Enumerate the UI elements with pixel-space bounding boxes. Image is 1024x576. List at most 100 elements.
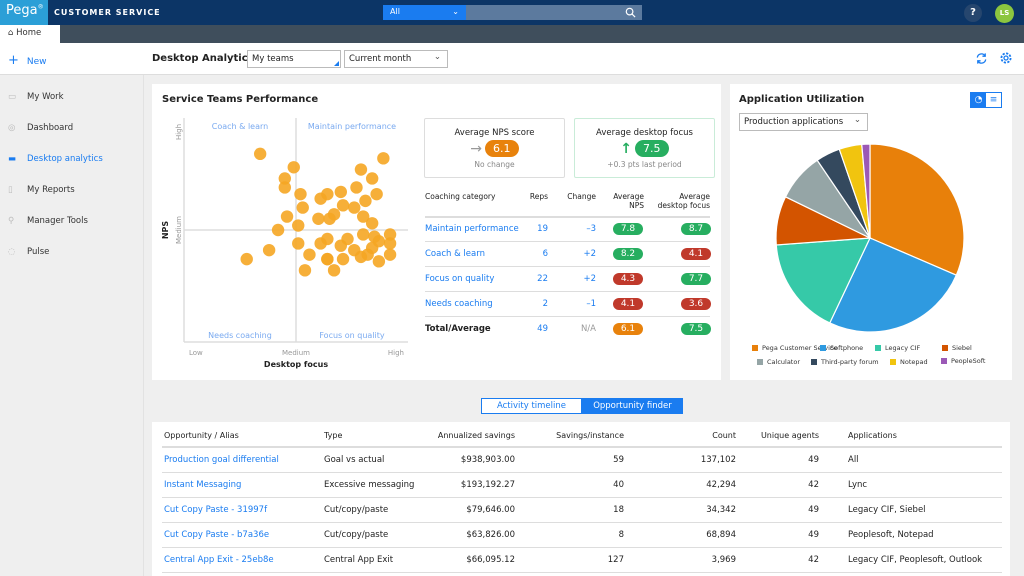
coaching-category-link[interactable]: Maintain performance: [425, 224, 519, 234]
pie-slice-peoplesoft[interactable]: [861, 143, 871, 239]
column-header: Applications: [848, 431, 897, 440]
avatar[interactable]: LS: [995, 4, 1014, 23]
corner-indicator-icon: [334, 61, 339, 66]
search-scope-value: All: [390, 7, 400, 16]
kpi-average-desktop-focus: Average desktop focus ↑ 7.5 +0.3 pts las…: [574, 118, 715, 178]
app-name: CUSTOMER SERVICE: [54, 8, 161, 17]
help-button[interactable]: ?: [964, 4, 982, 22]
search-scope-select[interactable]: All ⌄: [383, 5, 466, 20]
opportunity-link[interactable]: Production goal differential: [164, 455, 279, 465]
list-view-icon[interactable]: ≡: [989, 95, 998, 105]
plus-icon: +: [8, 53, 19, 68]
table-cell: 8: [618, 530, 624, 540]
home-icon: ⌂: [8, 28, 17, 38]
pie-chart: [775, 143, 965, 333]
settings-gear-icon[interactable]: [999, 51, 1013, 65]
focus-badge: 3.6: [681, 298, 711, 310]
tab-home-label: Home: [16, 28, 42, 38]
table-cell: 42,294: [706, 480, 736, 490]
data-point: [354, 163, 368, 176]
sidebar-item-label: Manager Tools: [27, 216, 88, 226]
opportunity-link[interactable]: Central App Exit - 25eb8e: [164, 555, 274, 565]
kpi-note: No change: [474, 160, 515, 169]
row-divider: [162, 472, 1002, 473]
data-point: [321, 232, 334, 246]
sidebar-item-manager-tools[interactable]: ⚲ Manager Tools: [8, 216, 88, 226]
data-point: [240, 252, 253, 266]
column-header: Change: [567, 192, 596, 201]
data-point: [271, 223, 285, 237]
coaching-category-total: Total/Average: [425, 324, 491, 334]
period-filter-select[interactable]: Current month ⌄: [344, 50, 448, 68]
briefcase-icon: ▭: [8, 92, 17, 102]
table-cell: 49: [808, 455, 819, 465]
refresh-icon[interactable]: [975, 52, 988, 65]
search-input[interactable]: [466, 5, 642, 20]
search-icon[interactable]: [625, 7, 636, 18]
column-header: Count: [712, 431, 736, 440]
focus-badge: 4.1: [681, 248, 711, 260]
row-divider: [162, 522, 1002, 523]
legend-swatch: [757, 359, 763, 365]
new-button[interactable]: + New: [0, 43, 144, 75]
tab-opportunity-finder[interactable]: Opportunity finder: [582, 398, 683, 414]
table-cell: 42: [808, 555, 819, 565]
row-divider: [425, 316, 710, 317]
data-point: [278, 172, 291, 185]
change-value: N/A: [580, 324, 596, 334]
sidebar-item-dashboard[interactable]: ◎ Dashboard: [8, 123, 73, 133]
column-header: Coaching category: [425, 192, 496, 201]
sidebar-item-my-work[interactable]: ▭ My Work: [8, 92, 64, 102]
data-point: [341, 232, 354, 246]
sidebar-item-label: Desktop analytics: [27, 154, 103, 164]
coaching-category-link[interactable]: Focus on quality: [425, 274, 495, 284]
sidebar-item-my-reports[interactable]: ▯ My Reports: [8, 185, 75, 195]
change-value: –1: [586, 299, 596, 309]
table-cell: Legacy CIF, Siebel: [848, 505, 926, 515]
table-cell: 137,102: [700, 455, 736, 465]
reps-count: 2: [542, 299, 548, 309]
divider: [162, 446, 1002, 448]
pie-slice-softphone[interactable]: [828, 237, 958, 333]
arrow-up-icon: ↑: [620, 141, 632, 157]
pega-logo[interactable]: Pega®: [0, 0, 48, 25]
x-axis-title: Desktop focus: [264, 360, 328, 369]
column-header: Savings/instance: [556, 431, 624, 440]
sidebar-item-desktop-analytics[interactable]: ▬ Desktop analytics: [8, 154, 103, 164]
data-point: [327, 208, 341, 221]
table-cell: $66,095.12: [466, 555, 515, 565]
coaching-category-link[interactable]: Coach & learn: [425, 249, 485, 259]
opportunity-link[interactable]: Cut Copy Paste - b7a36e: [164, 530, 270, 540]
sidebar-item-label: Pulse: [27, 247, 50, 257]
opportunity-link[interactable]: Instant Messaging: [164, 480, 242, 490]
chevron-down-icon: ⌄: [452, 7, 459, 16]
data-point: [383, 237, 397, 250]
sidebar-item-pulse[interactable]: ◌ Pulse: [8, 247, 49, 257]
data-point: [372, 235, 386, 248]
data-point: [336, 199, 350, 212]
data-point: [372, 255, 386, 268]
opportunity-link[interactable]: Cut Copy Paste - 31997f: [164, 505, 268, 515]
legend-label: Softphone: [830, 344, 864, 352]
table-cell: 49: [808, 505, 819, 515]
application-filter-value: Production applications: [744, 117, 844, 127]
table-cell: Goal vs actual: [324, 455, 385, 465]
view-toggle: ◔ ≡: [970, 92, 1002, 108]
pie-slice-legacy-cif[interactable]: [775, 237, 871, 324]
data-point: [370, 187, 383, 201]
coaching-category-link[interactable]: Needs coaching: [425, 299, 493, 309]
table-cell: 49: [808, 530, 819, 540]
application-filter-select[interactable]: Production applications ⌄: [739, 113, 868, 131]
focus-badge: 7.7: [681, 273, 711, 285]
data-point: [262, 243, 276, 257]
table-cell: Legacy CIF, Peoplesoft, Outlook: [848, 555, 983, 565]
legend-item: Softphone: [820, 344, 863, 352]
pie-view-icon[interactable]: ◔: [971, 93, 986, 107]
x-tick-label: High: [388, 349, 404, 357]
team-filter-select[interactable]: My teams: [247, 50, 341, 68]
legend-label: Legacy CIF: [885, 344, 921, 352]
pie-slice-pega-customer-service[interactable]: [869, 143, 965, 276]
reps-count: 49: [537, 324, 548, 334]
tab-home[interactable]: ⌂ Home: [0, 25, 60, 43]
tab-activity-timeline[interactable]: Activity timeline: [481, 398, 582, 414]
